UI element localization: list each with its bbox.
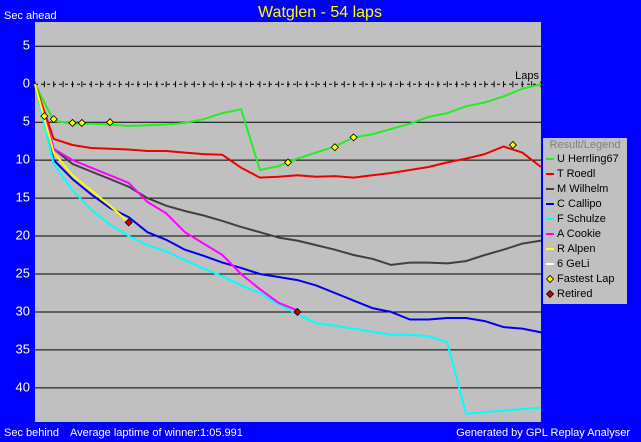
legend-label: M Wilhelm — [557, 183, 608, 195]
y-tick-label: 30 — [16, 303, 30, 318]
event-marker — [508, 140, 517, 150]
y-label-top: Sec ahead — [4, 10, 57, 22]
legend-title: Result/Legend — [550, 139, 621, 151]
x-axis-label: Laps — [515, 70, 539, 82]
legend-swatch — [545, 274, 555, 284]
event-marker — [40, 112, 49, 121]
legend-label: U Herrling67 — [557, 153, 619, 165]
series-line — [34, 83, 542, 334]
y-tick-label: 5 — [23, 114, 30, 129]
event-marker — [349, 133, 358, 142]
series-line — [34, 83, 298, 312]
event-marker — [283, 158, 293, 167]
event-marker — [49, 115, 58, 124]
legend-label: T Roedl — [557, 168, 595, 180]
event-marker — [330, 143, 339, 152]
legend-label: R Alpen — [557, 243, 596, 255]
event-marker — [77, 118, 86, 128]
legend-label: F Schulze — [557, 213, 606, 225]
legend-swatch — [545, 289, 555, 299]
y-tick-label: 15 — [16, 190, 30, 205]
series-line — [34, 83, 542, 179]
legend-label: A Cookie — [557, 228, 601, 240]
legend-label: 6 GeLi — [557, 258, 589, 270]
event-marker — [105, 118, 115, 127]
event-marker — [124, 218, 133, 227]
y-tick-label: 10 — [16, 152, 30, 167]
y-label-bottom: Sec behind — [4, 427, 59, 439]
series-line — [34, 83, 542, 415]
y-tick-label: 35 — [16, 341, 30, 356]
plot-area — [35, 22, 541, 422]
y-tick-label: 0 — [23, 76, 30, 91]
legend-label: Retired — [557, 288, 592, 300]
y-tick-label: 20 — [16, 227, 30, 242]
series-line — [34, 83, 542, 266]
y-tick-label: 40 — [16, 379, 30, 394]
y-tick-label: 5 — [23, 38, 30, 53]
legend-label: C Callipo — [557, 198, 602, 210]
series-line — [34, 83, 130, 224]
event-marker — [293, 307, 302, 317]
y-tick-label: 25 — [16, 265, 30, 280]
footer-left: Average laptime of winner:1:05.991 — [70, 427, 243, 439]
footer-right: Generated by GPL Replay Analyser — [456, 427, 630, 439]
chart-title: Watglen - 54 laps — [258, 4, 382, 21]
legend-label: Fastest Lap — [557, 273, 614, 285]
legend-box — [543, 138, 627, 304]
event-marker — [68, 118, 77, 128]
